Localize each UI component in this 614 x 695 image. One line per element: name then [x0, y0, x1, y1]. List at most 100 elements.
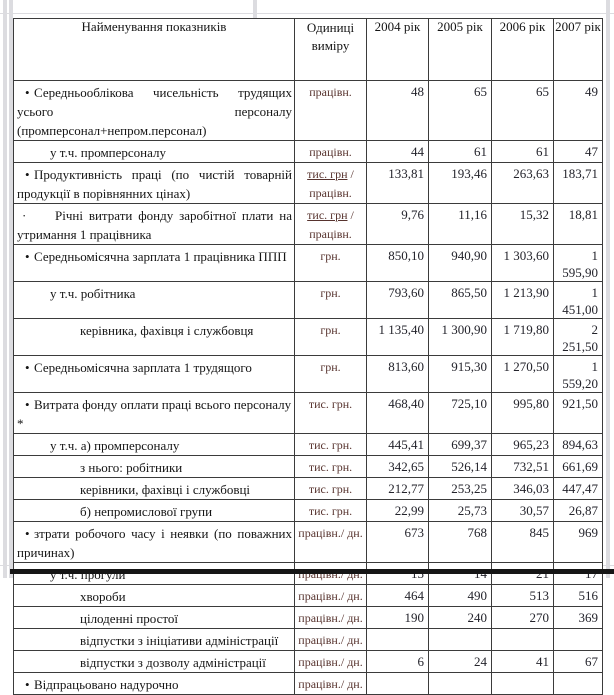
header-year-2007: 2007 рік — [553, 18, 603, 81]
value-cell — [553, 672, 603, 695]
value-cell: 24 — [428, 650, 492, 673]
value-cell: 1 719,80 — [491, 318, 554, 356]
unit-cell: працівн./ дн. — [294, 672, 367, 695]
value-cell: 865,50 — [428, 281, 492, 319]
table-row: • Витрата фонду оплати праці всього персо… — [13, 392, 603, 434]
value-cell: 725,10 — [428, 392, 492, 434]
value-cell: 48 — [366, 80, 429, 141]
unit-cell: тис. грн. — [294, 477, 367, 500]
value-cell: 732,51 — [491, 455, 554, 478]
value-cell: 61 — [428, 140, 492, 163]
table-body: • Середньооблікова чисельність трудящих у… — [13, 80, 603, 695]
value-cell: 41 — [491, 650, 554, 673]
value-cell: 445,41 — [366, 433, 429, 456]
value-cell: 699,37 — [428, 433, 492, 456]
value-cell: 47 — [553, 140, 603, 163]
value-cell: 793,60 — [366, 281, 429, 319]
table-row: · Річні витрати фонду заробітної плати на… — [13, 203, 603, 245]
unit-cell: тис. грн. — [294, 499, 367, 522]
unit-cell: працівн./ дн. — [294, 628, 367, 651]
value-cell: 65 — [491, 80, 554, 141]
value-cell: 1 213,90 — [491, 281, 554, 319]
value-cell: 369 — [553, 606, 603, 629]
value-cell: 969 — [553, 521, 603, 563]
table-row: • Середньомісячна зарплата 1 трудящого грн… — [13, 355, 603, 393]
indicator-cell: • Продуктивність праці (по чистій товарні… — [13, 162, 295, 204]
background-gridline — [606, 0, 610, 578]
value-cell: 1 300,90 — [428, 318, 492, 356]
value-cell: 190 — [366, 606, 429, 629]
value-cell: 940,90 — [428, 244, 492, 282]
value-cell: 894,63 — [553, 433, 603, 456]
unit-cell: працівн./ дн. — [294, 650, 367, 673]
background-gridline — [253, 0, 257, 18]
value-cell — [366, 672, 429, 695]
value-cell: 25,73 — [428, 499, 492, 522]
indicator-cell: відпустки з дозволу адміністрації — [13, 650, 295, 673]
value-cell: 1 451,00 — [553, 281, 603, 319]
unit-cell: тис. грн / працівн. — [294, 203, 367, 245]
table-row: керівники, фахівці і службовці тис. грн. 2… — [13, 477, 603, 500]
value-cell: 270 — [491, 606, 554, 629]
indicator-cell: керівника, фахівця і службовця — [13, 318, 295, 356]
value-cell: 44 — [366, 140, 429, 163]
header-row: Найменування показників Одиниці виміру 2… — [13, 18, 603, 81]
value-cell: 253,25 — [428, 477, 492, 500]
value-cell: 183,71 — [553, 162, 603, 204]
value-cell: 65 — [428, 80, 492, 141]
header-unit: Одиниці виміру — [294, 18, 367, 81]
unit-cell: працівн./ дн. — [294, 521, 367, 563]
value-cell: 995,80 — [491, 392, 554, 434]
value-cell: 813,60 — [366, 355, 429, 393]
indicator-cell: у т.ч. а) промперсоналу — [13, 433, 295, 456]
unit-cell: грн. — [294, 281, 367, 319]
value-cell: 516 — [553, 584, 603, 607]
value-cell: 1 559,20 — [553, 355, 603, 393]
value-cell: 18,81 — [553, 203, 603, 245]
unit-cell: працівн./ дн. — [294, 606, 367, 629]
value-cell: 49 — [553, 80, 603, 141]
background-gridline — [3, 0, 7, 578]
table-row: • Середньомісячна зарплата 1 працівника П… — [13, 244, 603, 282]
unit-cell: грн. — [294, 318, 367, 356]
value-cell: 15,32 — [491, 203, 554, 245]
value-cell — [491, 628, 554, 651]
header-indicator: Найменування показників — [13, 18, 295, 81]
value-cell: 468,40 — [366, 392, 429, 434]
indicator-cell: відпустки з ініціативи адміністрації — [13, 628, 295, 651]
indicator-cell: цілоденні простої — [13, 606, 295, 629]
table-row: б) непромислової групи тис. грн. 22,99 25,7… — [13, 499, 603, 522]
value-cell: 6 — [366, 650, 429, 673]
value-cell: 447,47 — [553, 477, 603, 500]
indicators-table: Найменування показників Одиниці виміру 2… — [13, 18, 603, 695]
unit-cell: грн. — [294, 244, 367, 282]
table-row: хвороби працівн./ дн. 464 490 513 516 — [13, 584, 603, 607]
value-cell: 965,23 — [491, 433, 554, 456]
value-cell: 1 270,50 — [491, 355, 554, 393]
value-cell: 61 — [491, 140, 554, 163]
table-row: відпустки з дозволу адміністрації працівн… — [13, 650, 603, 673]
value-cell: 9,76 — [366, 203, 429, 245]
bullet-marker: • — [25, 360, 30, 375]
value-cell: 30,57 — [491, 499, 554, 522]
bottom-divider-bar — [10, 569, 614, 574]
value-cell: 26,87 — [553, 499, 603, 522]
value-cell: 67 — [553, 650, 603, 673]
unit-cell: тис. грн. — [294, 433, 367, 456]
value-cell: 464 — [366, 584, 429, 607]
value-cell: 11,16 — [428, 203, 492, 245]
indicator-cell: • Витрата фонду оплати праці всього персо… — [13, 392, 295, 434]
value-cell — [491, 672, 554, 695]
value-cell: 193,46 — [428, 162, 492, 204]
value-cell: 133,81 — [366, 162, 429, 204]
value-cell — [366, 628, 429, 651]
value-cell: 1 303,60 — [491, 244, 554, 282]
value-cell: 490 — [428, 584, 492, 607]
bullet-marker: • — [25, 167, 30, 182]
value-cell — [428, 672, 492, 695]
header-year-2005: 2005 рік — [428, 18, 492, 81]
value-cell: 263,63 — [491, 162, 554, 204]
unit-cell: грн. — [294, 355, 367, 393]
value-cell: 673 — [366, 521, 429, 563]
unit-cell: працівн./ дн. — [294, 584, 367, 607]
